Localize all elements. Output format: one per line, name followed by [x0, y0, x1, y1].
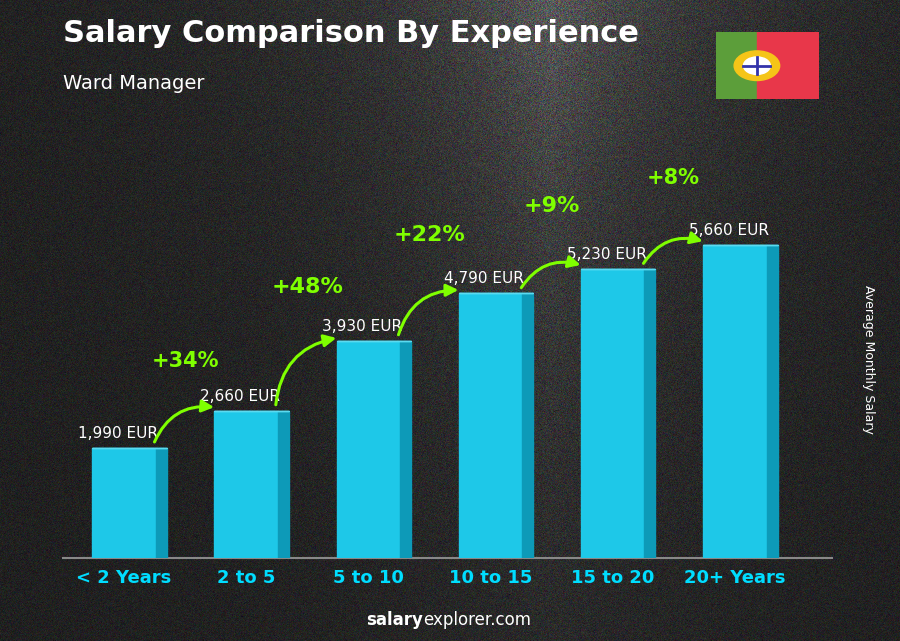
- Text: Average Monthly Salary: Average Monthly Salary: [862, 285, 875, 433]
- Polygon shape: [400, 341, 411, 558]
- Bar: [703, 246, 767, 558]
- Polygon shape: [156, 448, 166, 558]
- Text: +22%: +22%: [393, 225, 465, 245]
- Bar: [337, 341, 400, 558]
- Text: 5,660 EUR: 5,660 EUR: [688, 223, 769, 238]
- Polygon shape: [644, 269, 655, 558]
- Bar: [580, 269, 644, 558]
- Bar: [716, 32, 757, 99]
- Bar: [757, 32, 819, 99]
- Text: 5,230 EUR: 5,230 EUR: [567, 247, 646, 262]
- Text: +8%: +8%: [647, 168, 700, 188]
- Text: +9%: +9%: [524, 196, 580, 216]
- Polygon shape: [278, 411, 289, 558]
- Text: 1,990 EUR: 1,990 EUR: [78, 426, 158, 440]
- Circle shape: [734, 51, 779, 81]
- Text: 4,790 EUR: 4,790 EUR: [445, 271, 525, 286]
- Text: 2,660 EUR: 2,660 EUR: [200, 388, 280, 404]
- Text: +48%: +48%: [271, 276, 343, 297]
- Polygon shape: [522, 294, 533, 558]
- Bar: [459, 294, 522, 558]
- Circle shape: [743, 57, 770, 74]
- Text: +34%: +34%: [151, 351, 219, 371]
- Text: explorer.com: explorer.com: [423, 611, 531, 629]
- Bar: [93, 448, 156, 558]
- Bar: [214, 411, 278, 558]
- Text: Ward Manager: Ward Manager: [63, 74, 204, 93]
- Text: salary: salary: [366, 611, 423, 629]
- Text: Salary Comparison By Experience: Salary Comparison By Experience: [63, 19, 639, 48]
- Polygon shape: [767, 246, 778, 558]
- Text: 3,930 EUR: 3,930 EUR: [322, 319, 402, 333]
